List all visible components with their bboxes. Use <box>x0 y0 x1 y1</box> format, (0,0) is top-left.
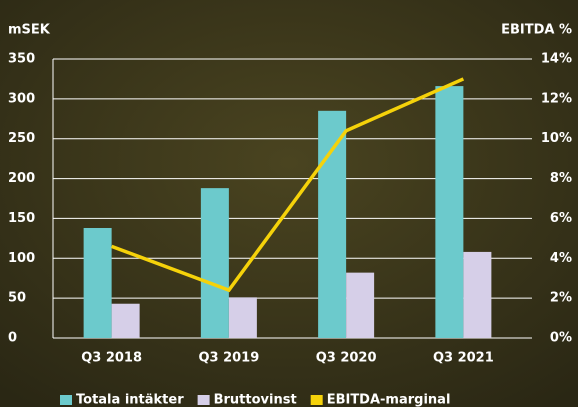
y-tick-label: 100 <box>8 251 35 266</box>
y2-tick-label: 4% <box>550 251 572 266</box>
y-tick-label: 200 <box>8 171 35 186</box>
bar <box>112 304 140 338</box>
x-tick-label: Q3 2018 <box>81 351 142 366</box>
legend-swatch <box>311 395 323 405</box>
bar <box>84 228 112 338</box>
background <box>0 0 578 407</box>
legend-label: Bruttovinst <box>214 393 297 408</box>
legend-label: EBITDA-marginal <box>327 393 451 408</box>
bar <box>346 273 374 338</box>
x-tick-label: Q3 2021 <box>433 351 494 366</box>
bar <box>229 297 257 338</box>
legend-swatch <box>198 395 210 405</box>
y2-tick-label: 10% <box>541 131 572 146</box>
y-tick-label: 350 <box>8 52 35 67</box>
legend-swatch <box>60 395 72 405</box>
y-tick-label: 150 <box>8 211 35 226</box>
bar <box>463 252 491 338</box>
legend-label: Totala intäkter <box>76 393 184 408</box>
y2-tick-label: 14% <box>541 52 572 67</box>
y2-axis-title: EBITDA % <box>501 23 572 38</box>
y-tick-label: 0 <box>8 331 17 346</box>
y-tick-label: 300 <box>8 91 35 106</box>
chart: mSEK EBITDA % 0 50 100 150 200 250 300 350 0% 2% 4… <box>0 0 578 407</box>
y-axis-title: mSEK <box>8 23 51 38</box>
y-tick-label: 50 <box>8 291 26 306</box>
y2-tick-label: 12% <box>541 91 572 106</box>
bar <box>318 111 346 338</box>
y2-tick-label: 8% <box>550 171 572 186</box>
y-tick-label: 250 <box>8 131 35 146</box>
bar <box>201 188 229 338</box>
y2-tick-label: 2% <box>550 291 572 306</box>
y2-tick-label: 0% <box>550 331 572 346</box>
y2-tick-label: 6% <box>550 211 572 226</box>
bar <box>435 86 463 338</box>
x-tick-label: Q3 2019 <box>198 351 259 366</box>
x-tick-label: Q3 2020 <box>316 351 377 366</box>
